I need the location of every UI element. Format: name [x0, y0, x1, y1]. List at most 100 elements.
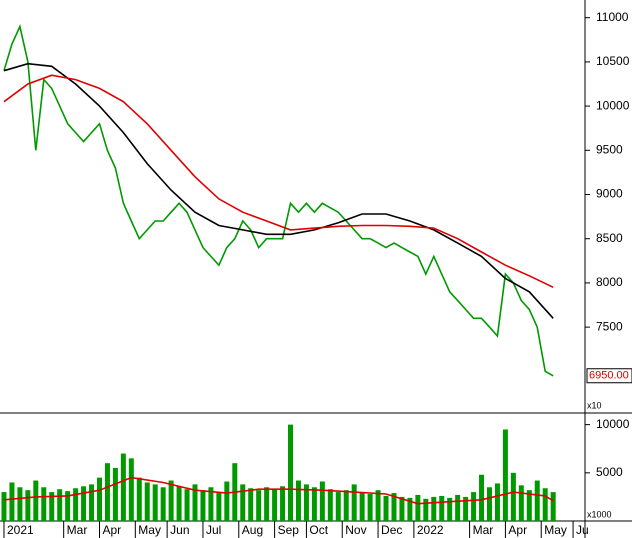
volume-bar	[288, 424, 294, 521]
volume-bar	[256, 490, 262, 521]
volume-bar	[319, 481, 325, 521]
volume-bar	[439, 495, 445, 521]
x-tick-label: May	[138, 523, 161, 537]
price-line	[3, 74, 554, 289]
volume-bar	[65, 491, 71, 521]
volume-bar	[184, 489, 190, 521]
volume-bar	[17, 487, 23, 521]
volume-bar	[272, 489, 278, 521]
x-tick-label: 2021	[7, 523, 34, 537]
price-line	[3, 23, 554, 377]
volume-bar	[200, 490, 206, 521]
volume-bar	[41, 487, 47, 521]
x-tick-label: Aug	[242, 523, 263, 537]
volume-bar	[383, 495, 389, 521]
x-tick-label: Ju	[576, 523, 589, 537]
x-tick-label: Jun	[170, 523, 189, 537]
volume-bar	[25, 490, 31, 521]
x-tick-label: Apr	[508, 523, 527, 537]
volume-bar	[208, 487, 214, 521]
volume-bar	[399, 496, 405, 521]
volume-bar	[96, 477, 102, 521]
volume-bar	[168, 480, 174, 521]
volume-bar	[502, 429, 508, 521]
x-tick-label: Apr	[102, 523, 121, 537]
price-line	[3, 62, 554, 319]
x-tick-label: Sep	[278, 523, 300, 537]
volume-bar	[343, 490, 349, 521]
volume-bar	[407, 497, 413, 521]
volume-bar	[542, 488, 548, 521]
price-label: 6950.00	[589, 370, 629, 382]
volume-bar	[415, 494, 421, 521]
x-tick-label: Nov	[345, 523, 366, 537]
volume-bar	[160, 487, 166, 521]
volume-bar	[303, 484, 309, 521]
volume-bar	[550, 492, 556, 521]
volume-bar	[248, 488, 254, 521]
volume-bar	[89, 484, 95, 521]
volume-bar	[73, 488, 79, 521]
volume-bar	[128, 458, 134, 521]
volume-bar	[486, 487, 492, 521]
y-tick-label: 10000	[596, 417, 630, 431]
y-tick-label: 11000	[596, 10, 629, 24]
volume-bar	[367, 494, 373, 521]
volume-bar	[391, 493, 397, 521]
y-tick-label: 9000	[596, 187, 623, 201]
y-tick-label: 8000	[596, 275, 623, 289]
volume-bar	[447, 497, 453, 521]
y-tick-label: 10000	[596, 98, 630, 112]
x-tick-label: Mar	[473, 523, 494, 537]
volume-bar	[359, 492, 365, 521]
y-tick-label: 10500	[596, 54, 630, 68]
y-tick-label: 7500	[596, 319, 623, 333]
volume-bar	[224, 481, 230, 521]
x-tick-label: Oct	[309, 523, 328, 537]
volume-bar	[144, 482, 150, 521]
volume-bar	[431, 496, 437, 521]
scale-note: x1000	[587, 509, 612, 519]
volume-bar	[518, 485, 524, 521]
volume-bar	[327, 489, 333, 521]
scale-note: x10	[587, 400, 602, 410]
volume-bar	[49, 492, 55, 521]
volume-bar	[192, 484, 198, 521]
volume-bar	[335, 492, 341, 521]
volume-bar	[455, 494, 461, 521]
x-tick-label: Jul	[206, 523, 221, 537]
volume-bar	[423, 498, 429, 521]
volume-bar	[264, 487, 270, 521]
volume-bar	[534, 480, 540, 521]
volume-bar	[216, 492, 222, 521]
volume-bar	[33, 480, 39, 521]
volume-bar	[526, 490, 532, 521]
volume-bar	[104, 463, 110, 521]
y-tick-label: 5000	[596, 465, 623, 479]
x-tick-label: Mar	[67, 523, 88, 537]
volume-bar	[471, 492, 477, 521]
volume-bar	[479, 474, 485, 521]
volume-bar	[351, 484, 357, 521]
volume-bar	[463, 496, 469, 521]
volume-bar	[136, 477, 142, 521]
volume-bar	[9, 482, 15, 521]
volume-bar	[152, 484, 158, 521]
y-tick-label: 9500	[596, 142, 623, 156]
x-tick-label: Dec	[381, 523, 402, 537]
volume-bar	[120, 453, 126, 521]
x-tick-label: 2022	[417, 523, 444, 537]
volume-bar	[295, 480, 301, 521]
volume-bar	[240, 484, 246, 521]
y-tick-label: 8500	[596, 231, 623, 245]
volume-bar	[494, 483, 500, 521]
volume-bar	[510, 472, 516, 521]
volume-bar	[311, 487, 317, 521]
volume-bar	[280, 486, 286, 521]
volume-bar	[112, 468, 118, 521]
volume-bar	[176, 486, 182, 521]
price-label-box	[586, 368, 632, 384]
volume-bar	[1, 492, 7, 521]
